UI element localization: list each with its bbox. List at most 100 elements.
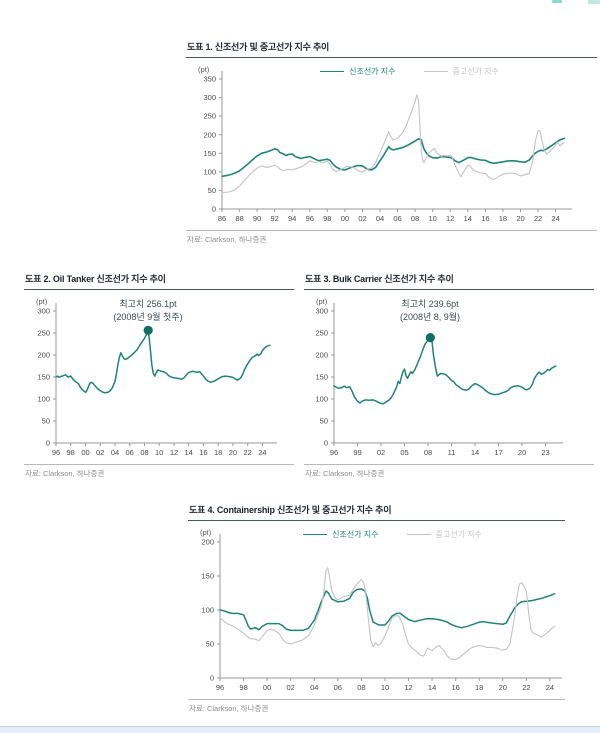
svg-text:300: 300 [203,93,216,102]
svg-text:94: 94 [288,214,296,223]
svg-text:250: 250 [37,329,50,338]
svg-text:05: 05 [400,448,408,457]
svg-text:100: 100 [37,395,50,404]
chart-1-legend: 신조선가 지수 중고선가 지수 [186,66,597,77]
svg-text:18: 18 [214,448,222,457]
svg-text:06: 06 [334,683,342,692]
chart-4-block: 도표 4. Containership 신조선가 및 중고선가 지수 추이 0 5… [188,503,565,714]
svg-text:12: 12 [404,683,412,692]
legend-label-newbuild: 신조선가 지수 [332,530,379,539]
svg-text:14: 14 [464,214,472,223]
svg-text:20: 20 [499,683,507,692]
chart-2-block: 도표 2. Oil Tanker 신조선가 지수 추이 0 50 100 150 200… [24,272,294,479]
svg-text:150: 150 [315,373,328,382]
peak-annotation-value: 최고치 256.1pt [119,299,177,309]
svg-text:96: 96 [52,448,60,457]
svg-text:22: 22 [244,448,252,457]
svg-text:22: 22 [534,214,542,223]
chart-svg: 0 50 100 150 200 250 300 350 86 88 90 92 94 96 98 00 02 0… [203,71,572,223]
svg-text:08: 08 [140,448,148,457]
peak-annotation: 최고치 256.1pt (2008년 9월 첫주) [113,298,182,323]
legend-label-used: 중고선가 지수 [435,530,482,539]
svg-text:10: 10 [155,448,163,457]
svg-text:17: 17 [494,448,502,457]
chart-3-unit-label: (pt) [316,297,328,306]
svg-text:02: 02 [287,683,295,692]
svg-text:200: 200 [203,130,216,139]
svg-text:96: 96 [216,683,224,692]
svg-text:0: 0 [210,674,214,683]
legend-item-used-index: 중고선가 지수 [423,66,499,77]
svg-text:50: 50 [206,640,214,649]
chart-4-plot: 0 50 100 150 200 96 98 00 02 04 06 08 10 12 14 16 18 20 22… [188,522,565,698]
svg-text:50: 50 [320,417,328,426]
svg-text:04: 04 [111,448,119,457]
svg-text:96: 96 [330,448,338,457]
svg-text:12: 12 [446,214,454,223]
svg-text:16: 16 [199,448,207,457]
logo-fragment-icon [552,0,562,3]
svg-text:92: 92 [271,214,279,223]
chart-2-unit-label: (pt) [36,297,48,306]
chart-3-plot: 0 50 100 150 200 250 300 96 99 02 05 08 11 14 17 20 23 [304,291,594,463]
svg-text:23: 23 [541,448,549,457]
svg-text:300: 300 [37,307,50,316]
svg-text:16: 16 [452,683,460,692]
svg-text:350: 350 [203,75,216,84]
svg-text:200: 200 [201,538,214,547]
svg-text:50: 50 [208,186,216,195]
newbuild-line-swatch [303,534,328,535]
svg-text:08: 08 [357,683,365,692]
svg-text:0: 0 [46,439,50,448]
svg-text:06: 06 [126,448,134,457]
svg-text:02: 02 [358,214,366,223]
svg-text:150: 150 [201,572,214,581]
svg-text:14: 14 [428,683,436,692]
chart-2-plot: 0 50 100 150 200 250 300 96 98 00 02 04 06 08 10 12 14 16… [24,291,294,463]
svg-text:150: 150 [203,149,216,158]
svg-text:0: 0 [212,205,216,214]
svg-text:20: 20 [229,448,237,457]
chart-4-area: 0 50 100 150 200 96 98 00 02 04 06 08 10 12 14 16 18 20 22… [188,522,565,698]
svg-text:08: 08 [424,448,432,457]
svg-text:300: 300 [315,307,328,316]
peak-annotation: 최고치 239.6pt (2008년 8, 9월) [400,298,460,323]
svg-text:20: 20 [518,448,526,457]
svg-text:200: 200 [315,351,328,360]
chart-2-title: 도표 2. Oil Tanker 신조선가 지수 추이 [24,272,294,290]
svg-text:00: 00 [263,683,271,692]
chart-2-area: 0 50 100 150 200 250 300 96 98 00 02 04 06 08 10 12 14 16… [24,291,294,463]
svg-text:14: 14 [185,448,193,457]
chart-4-source: 자료: Clarkson, 하나증권 [188,699,565,714]
chart-1-block: 도표 1. 신조선가 및 중고선가 지수 추이 0 50 100 150 200 250 3… [186,40,597,245]
svg-text:04: 04 [310,683,318,692]
svg-text:16: 16 [481,214,489,223]
svg-text:88: 88 [235,214,243,223]
svg-text:20: 20 [516,214,524,223]
svg-text:100: 100 [201,606,214,615]
svg-text:98: 98 [323,214,331,223]
legend-item-used-index: 중고선가 지수 [406,529,482,540]
chart-4-legend: 신조선가 지수 중고선가 지수 [188,529,565,540]
svg-text:100: 100 [203,168,216,177]
svg-text:24: 24 [258,448,266,457]
legend-label-newbuild: 신조선가 지수 [349,67,396,76]
svg-text:100: 100 [315,395,328,404]
svg-text:150: 150 [37,373,50,382]
newbuild-line-swatch [320,71,345,72]
svg-text:06: 06 [393,214,401,223]
svg-text:00: 00 [81,448,89,457]
svg-text:250: 250 [203,112,216,121]
page-footer-band [0,726,600,733]
peak-annotation-date: (2008년 9월 첫주) [113,311,183,322]
svg-text:18: 18 [475,683,483,692]
legend-item-newbuild-index: 신조선가 지수 [320,66,396,77]
peak-annotation-value: 최고치 239.6pt [401,299,459,309]
chart-3-area: 0 50 100 150 200 250 300 96 99 02 05 08 11 14 17 20 23 (… [304,291,594,463]
chart-2-source: 자료: Clarkson, 하나증권 [24,464,294,479]
svg-text:14: 14 [471,448,479,457]
used-line-swatch [423,71,448,72]
chart-1-title: 도표 1. 신조선가 및 중고선가 지수 추이 [186,40,597,58]
chart-svg: 0 50 100 150 200 250 300 96 98 00 02 04 06 08 10 12 14 16… [37,303,277,457]
